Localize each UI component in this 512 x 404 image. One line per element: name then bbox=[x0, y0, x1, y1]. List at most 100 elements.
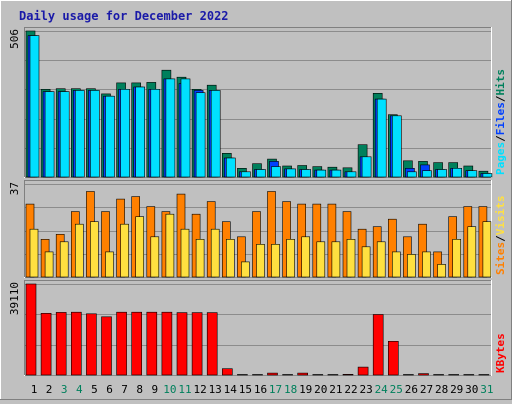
x-tick-label-day-9: 9 bbox=[151, 383, 158, 396]
x-tick-label-day-30: 30 bbox=[465, 383, 478, 396]
x-tick-label-day-2: 2 bbox=[46, 383, 53, 396]
x-tick-label-day-11: 11 bbox=[178, 383, 191, 396]
bar-visits-day-6 bbox=[105, 251, 114, 278]
bar-kbytes-day-28 bbox=[433, 374, 444, 376]
legend-bottom: KBytes bbox=[494, 333, 507, 373]
legend-top: Pages/Files/Hits bbox=[494, 69, 507, 175]
bar-visits-day-23 bbox=[361, 246, 371, 278]
bar-visits-day-22 bbox=[346, 239, 356, 278]
bar-visits-day-3 bbox=[59, 241, 69, 278]
x-tick-label-day-7: 7 bbox=[121, 383, 128, 396]
bar-visits-day-27 bbox=[422, 251, 431, 278]
x-tick-label-day-14: 14 bbox=[224, 383, 238, 396]
bar-kbytes-day-9 bbox=[146, 311, 158, 376]
bar-visits-day-25 bbox=[391, 251, 401, 278]
legend-item-files: Files bbox=[494, 102, 507, 135]
bar-kbytes-day-3 bbox=[55, 312, 67, 376]
bar-visits-day-19 bbox=[301, 236, 311, 278]
bar-pages-day-16 bbox=[256, 169, 266, 178]
bar-visits-day-4 bbox=[75, 223, 84, 278]
bar-visits-day-26 bbox=[407, 254, 416, 278]
bar-pages-day-26 bbox=[407, 171, 417, 178]
bar-visits-day-30 bbox=[467, 226, 477, 278]
bar-visits-day-8 bbox=[135, 216, 144, 278]
bar-kbytes-day-29 bbox=[448, 374, 460, 376]
bar-visits-day-21 bbox=[331, 241, 341, 278]
bar-pages-day-23 bbox=[361, 156, 372, 178]
bar-kbytes-day-21 bbox=[327, 374, 339, 376]
legend-item-visits: Visits bbox=[494, 196, 507, 236]
bar-kbytes-day-10 bbox=[161, 311, 173, 376]
y-axis-max-label-top: 506 bbox=[8, 29, 21, 49]
bar-kbytes-day-12 bbox=[191, 312, 203, 376]
bar-visits-day-28 bbox=[437, 264, 446, 278]
legend-separator: / bbox=[494, 95, 507, 102]
bar-pages-day-10 bbox=[165, 78, 176, 178]
x-tick-label-day-16: 16 bbox=[254, 383, 267, 396]
bar-visits-day-17 bbox=[271, 244, 280, 278]
legend-separator: / bbox=[494, 135, 507, 142]
x-tick-label-day-28: 28 bbox=[435, 383, 448, 396]
bar-pages-day-1 bbox=[29, 35, 40, 178]
bar-visits-day-7 bbox=[120, 223, 129, 278]
legend-item-pages: Pages bbox=[494, 142, 507, 175]
x-tick-label-day-21: 21 bbox=[329, 383, 342, 396]
bar-kbytes-day-22 bbox=[342, 373, 354, 376]
bar-kbytes-day-11 bbox=[176, 312, 188, 376]
chart-panels: 506 37 39110 bbox=[8, 27, 493, 376]
legend-separator: / bbox=[494, 235, 507, 242]
x-tick-label-day-4: 4 bbox=[76, 383, 83, 396]
x-tick-label-day-24: 24 bbox=[375, 383, 389, 396]
legend-item-sites: Sites bbox=[494, 242, 507, 275]
bar-visits-day-11 bbox=[180, 228, 190, 278]
bar-kbytes-day-7 bbox=[116, 311, 127, 376]
x-tick-label-day-10: 10 bbox=[163, 383, 176, 396]
x-tick-label-day-26: 26 bbox=[405, 383, 418, 396]
x-tick-label-day-17: 17 bbox=[269, 383, 282, 396]
bar-kbytes-day-31 bbox=[478, 374, 490, 376]
bar-visits-day-2 bbox=[44, 251, 54, 278]
x-tick-label-day-8: 8 bbox=[136, 383, 143, 396]
chart-title: Daily usage for December 2022 bbox=[19, 9, 229, 23]
bar-pages-day-12 bbox=[195, 92, 206, 178]
legend-item-kbytes: KBytes bbox=[494, 333, 507, 373]
bar-visits-day-10 bbox=[165, 213, 175, 278]
bar-kbytes-day-4 bbox=[71, 311, 82, 376]
bar-visits-day-12 bbox=[195, 239, 205, 278]
bar-pages-day-11 bbox=[180, 78, 191, 178]
bar-visits-day-24 bbox=[376, 241, 386, 278]
bar-pages-day-3 bbox=[59, 91, 70, 178]
bar-pages-day-14 bbox=[226, 157, 236, 178]
bar-pages-day-5 bbox=[90, 90, 100, 178]
bar-kbytes-day-5 bbox=[86, 313, 97, 376]
bar-pages-day-24 bbox=[376, 98, 387, 178]
x-tick-label-day-18: 18 bbox=[284, 383, 297, 396]
series-pages bbox=[29, 35, 493, 178]
series-kbytes bbox=[25, 283, 490, 376]
x-tick-label-day-5: 5 bbox=[91, 383, 98, 396]
bar-kbytes-day-13 bbox=[206, 312, 218, 376]
x-tick-label-day-25: 25 bbox=[390, 383, 403, 396]
bar-kbytes-day-26 bbox=[403, 374, 414, 376]
panel-top: 506 bbox=[8, 27, 493, 178]
x-tick-label-day-31: 31 bbox=[480, 383, 493, 396]
bar-kbytes-day-23 bbox=[357, 366, 369, 376]
bar-kbytes-day-14 bbox=[222, 368, 233, 376]
bar-kbytes-day-2 bbox=[40, 312, 52, 376]
bar-pages-day-2 bbox=[44, 91, 55, 178]
bar-kbytes-day-18 bbox=[282, 374, 293, 376]
bar-visits-day-9 bbox=[150, 236, 160, 278]
x-tick-label-day-12: 12 bbox=[193, 383, 206, 396]
bar-visits-day-1 bbox=[29, 228, 39, 278]
x-tick-label-day-20: 20 bbox=[314, 383, 327, 396]
x-tick-label-day-3: 3 bbox=[61, 383, 68, 396]
bar-kbytes-day-20 bbox=[312, 374, 324, 376]
bar-kbytes-day-6 bbox=[101, 316, 112, 376]
bar-kbytes-day-24 bbox=[372, 314, 384, 376]
x-axis-labels: 1 2 3 4 5 6 7 8 9 10 11 12 13 14 15 16 17 18 19 20 21 22 23 24 2… bbox=[31, 383, 494, 396]
x-tick-label-day-1: 1 bbox=[31, 383, 38, 396]
x-tick-label-day-19: 19 bbox=[299, 383, 312, 396]
bar-visits-day-15 bbox=[241, 261, 250, 278]
